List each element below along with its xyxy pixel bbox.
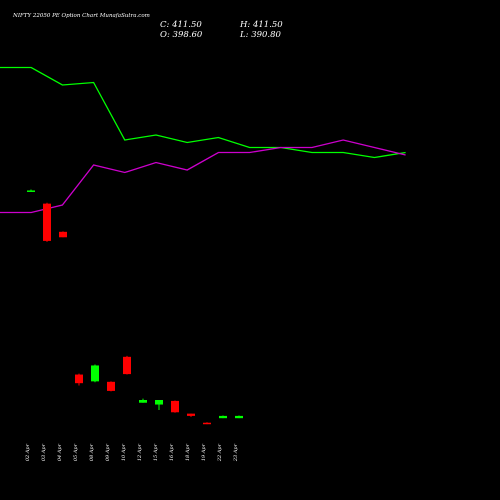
indicator-lines [0,66,406,214]
candle-body [27,190,35,192]
candle-3 [59,231,67,238]
candle-body [203,422,211,425]
candle-body [123,356,131,375]
candle-9 [155,400,163,410]
candle-11 [187,413,195,417]
candle-body [171,400,179,413]
low-value: L: 390.80 [239,30,282,40]
candle-body [155,400,163,405]
candle-body [187,413,195,416]
candle-6 [107,381,115,392]
x-tick-label: 18 Apr [185,443,191,461]
x-tick-label: 09 Apr [105,443,111,461]
candle-2 [43,202,51,242]
chart-title: NIFTY 22050 PE Option Chart MunafaSutra.… [12,13,150,19]
candle-8 [139,398,147,403]
x-tick-label: 03 Apr [41,443,47,461]
candle-10 [171,400,179,413]
x-axis-ticks: 02 Apr 03 Apr 04 Apr 05 Apr 08 Apr 09 Apr 10 A… [25,443,239,462]
open-value: O: 398.60 [160,30,203,40]
candle-body [219,415,227,419]
x-tick-label: 12 Apr [137,443,143,461]
candle-body [91,365,99,382]
candle-body [75,374,83,384]
candle-13 [219,415,227,419]
x-tick-label: 22 Apr [217,443,223,462]
candle-1 [27,189,35,192]
x-tick-label: 15 Apr [153,443,159,461]
x-tick-label: 19 Apr [201,443,207,461]
candle-4 [75,373,83,386]
x-tick-label: 08 Apr [89,443,95,461]
x-tick-label: 16 Apr [169,443,175,461]
candle-body [139,400,147,403]
indicator-line-1 [0,66,406,159]
candle-12 [203,422,211,425]
x-tick-label: 23 Apr [233,443,239,462]
candle-7 [123,355,131,375]
x-tick-label: 10 Apr [121,443,127,461]
high-value: H: 411.50 [239,20,283,30]
candle-body [235,415,243,419]
x-tick-label: 02 Apr [25,443,31,461]
candle-5 [91,364,99,383]
candle-body [59,231,67,238]
x-tick-label: 05 Apr [73,443,79,461]
candle-14 [235,415,243,419]
x-tick-label: 04 Apr [57,443,63,461]
close-value: C: 411.50 [160,20,202,30]
indicator-line-2 [0,139,406,214]
candle-body [43,203,51,241]
candle-body [107,381,115,391]
candles-layer [27,189,243,425]
